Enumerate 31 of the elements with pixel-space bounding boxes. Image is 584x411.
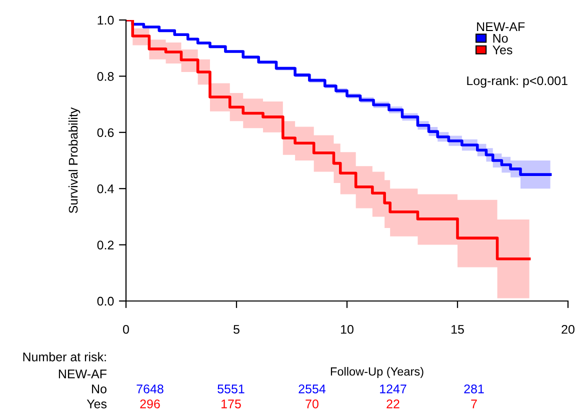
y-tick-label: 1.0 xyxy=(98,16,114,25)
text: 5551 xyxy=(218,384,244,394)
text: 296 xyxy=(140,400,160,408)
x-tick-label: 0 xyxy=(123,324,129,334)
x-tick-label: 15 xyxy=(452,325,464,334)
annotation: Log-rank: p<0.001 xyxy=(467,76,568,88)
text: 7648 xyxy=(136,384,164,394)
y-axis-title: Survival Probability xyxy=(68,107,80,214)
x-tick-label: 5 xyxy=(234,325,240,334)
y-tick-label: 0.8 xyxy=(97,72,114,81)
legend-title: NEW-AF xyxy=(477,22,525,31)
x-tick-label: 20 xyxy=(562,324,574,334)
y-tick-label: 0.6 xyxy=(97,128,114,138)
text: 2554 xyxy=(298,384,326,394)
x-tick-label: 10 xyxy=(341,324,354,334)
text: NEW-AF xyxy=(58,370,106,378)
y-tick-label: 0.4 xyxy=(97,184,114,194)
legend-label: No xyxy=(493,34,508,43)
legend-label: Yes xyxy=(492,46,512,54)
text: 7 xyxy=(471,400,477,408)
x-axis-title: Follow-Up (Years) xyxy=(330,367,424,378)
text: Yes xyxy=(86,400,107,408)
text: 281 xyxy=(464,384,484,394)
text: 175 xyxy=(222,400,241,408)
text: Number at risk: xyxy=(23,352,106,362)
y-tick-label: 0.0 xyxy=(97,296,114,306)
y-tick-label: 0.2 xyxy=(97,240,114,250)
text: 1247 xyxy=(380,384,406,394)
text: 22 xyxy=(386,400,400,408)
text: 70 xyxy=(306,400,318,408)
text: No xyxy=(92,384,106,394)
